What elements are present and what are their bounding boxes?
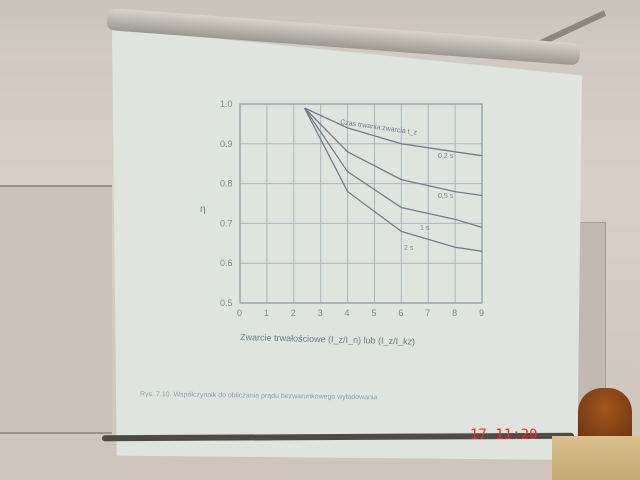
x-axis-label: Zwarcie trwałościowe (I_z/I_n) lub (I_z/… (240, 332, 415, 347)
x-tick-label: 0 (237, 308, 242, 318)
legend-title: Czas trwania zwarcia t_z (340, 119, 418, 137)
series-label: 0,5 s (438, 193, 454, 200)
y-tick-label: 0.9 (220, 139, 233, 149)
y-tick-label: 0.8 (220, 179, 233, 189)
series-line (304, 107, 483, 157)
x-tick-label: 2 (291, 308, 296, 318)
camera-timestamp: 17 11:20 (470, 427, 538, 443)
chart-labels: 0 1 2 3 4 5 6 7 8 9 0.5 0.6 0.7 0.8 0.9 1.0 0,2 s 0,5 s 1 … (220, 99, 484, 318)
x-tick-label: 1 (264, 308, 269, 318)
projection-screen (112, 28, 582, 460)
chair (578, 388, 632, 440)
x-tick-label: 3 (318, 308, 323, 318)
x-tick-label: 4 (345, 308, 350, 318)
series-label: 1 s (420, 225, 430, 232)
series-line (304, 107, 483, 197)
x-tick-label: 6 (398, 308, 403, 318)
series-line (303, 107, 483, 229)
figure-caption: Rys. 7.10. Współczynnik do obliczania pr… (140, 391, 378, 401)
desk (552, 436, 640, 480)
y-axis-label: η (200, 204, 206, 215)
series-label: 0,2 s (438, 153, 454, 160)
series-label: 2 s (404, 245, 414, 252)
x-tick-label: 9 (479, 308, 484, 318)
plot-frame (239, 103, 483, 304)
y-tick-label: 0.5 (220, 298, 233, 308)
wall-panel (0, 185, 112, 434)
x-tick-label: 7 (425, 308, 430, 318)
y-tick-label: 1.0 (220, 99, 233, 109)
chart-axes (239, 103, 483, 304)
chart-grid (239, 103, 483, 304)
y-tick-label: 0.7 (220, 218, 233, 228)
x-tick-label: 8 (452, 308, 457, 318)
chart-series (303, 107, 483, 252)
y-tick-label: 0.6 (220, 258, 233, 268)
x-tick-label: 5 (371, 308, 376, 318)
series-line (303, 107, 483, 252)
